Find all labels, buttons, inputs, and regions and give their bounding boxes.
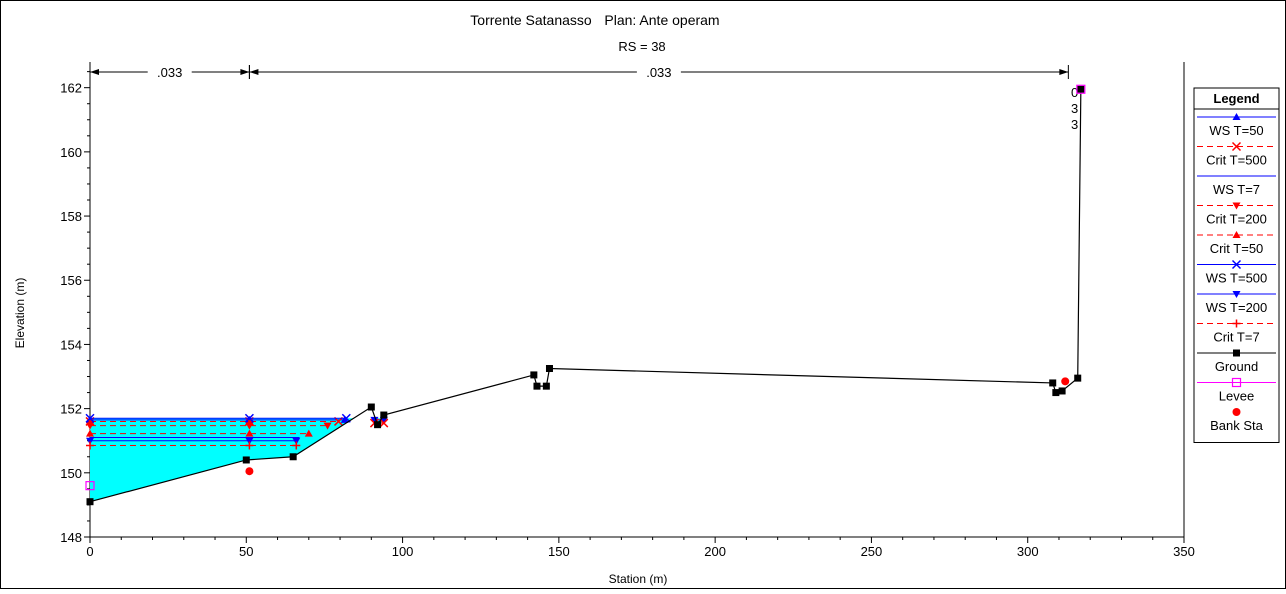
bank-station-marker	[1061, 377, 1070, 386]
series-marker	[304, 429, 313, 437]
series-marker	[333, 416, 344, 426]
x-tick-label: 100	[392, 544, 414, 559]
series-marker	[244, 413, 254, 423]
series-marker	[85, 413, 95, 423]
legend-label: Crit T=50	[1210, 241, 1264, 256]
legend-label: WS T=200	[1206, 300, 1268, 315]
legend-marker	[1232, 113, 1241, 120]
ground-point	[530, 371, 538, 379]
legend-marker	[1231, 259, 1242, 270]
legend-label: Bank Sta	[1210, 418, 1264, 433]
legend-label: WS T=50	[1209, 123, 1263, 138]
mannings-n-label: .033	[646, 65, 671, 80]
chart-title: Torrente Satanasso	[470, 12, 592, 28]
legend-marker	[1232, 231, 1241, 238]
ground-point	[289, 453, 297, 461]
legend-label: Crit T=7	[1213, 330, 1259, 345]
x-tick-label: 350	[1173, 544, 1195, 559]
y-tick-label: 148	[60, 530, 82, 545]
ground-point	[542, 382, 550, 390]
legend-marker	[1231, 377, 1242, 388]
series-marker	[86, 437, 94, 445]
ground-point	[1074, 374, 1082, 382]
series-marker	[292, 441, 301, 450]
legend-title: Legend	[1213, 91, 1259, 106]
plan-label: Plan: Ante operam	[604, 12, 719, 28]
y-tick-label: 152	[60, 402, 82, 417]
mannings-n-label: 0	[1071, 85, 1078, 100]
mannings-arrowhead	[249, 69, 259, 75]
legend-marker	[1232, 291, 1241, 298]
ground-point	[1049, 379, 1057, 387]
legend-marker	[1233, 349, 1240, 357]
legend-label: Crit T=500	[1206, 153, 1267, 168]
ground-point	[86, 498, 94, 506]
legend-label: Levee	[1219, 389, 1254, 404]
series-marker	[323, 422, 332, 430]
ground-point	[545, 365, 553, 373]
mannings-n-label: .033	[157, 65, 182, 80]
chart-subtitle: RS = 38	[618, 39, 665, 54]
x-tick-label: 0	[86, 544, 93, 559]
mannings-arrowhead	[240, 69, 250, 75]
ground-point	[374, 421, 382, 429]
x-tick-label: 150	[548, 544, 570, 559]
y-tick-label: 158	[60, 209, 82, 224]
water-fill	[90, 418, 354, 502]
ground-point	[1058, 387, 1066, 395]
series-marker	[245, 422, 254, 430]
y-tick-label: 156	[60, 273, 82, 288]
mannings-arrowhead	[1059, 69, 1069, 75]
series-marker	[245, 429, 254, 437]
ground-point	[367, 403, 375, 411]
legend-label: Ground	[1215, 359, 1258, 374]
y-axis-label: Elevation (m)	[13, 278, 27, 349]
y-tick-label: 162	[60, 81, 82, 96]
series-marker	[86, 441, 94, 450]
legend-label: WS T=7	[1213, 182, 1260, 197]
levee-marker	[85, 481, 95, 491]
y-tick-label: 160	[60, 145, 82, 160]
series-marker	[245, 441, 254, 450]
x-tick-label: 200	[704, 544, 726, 559]
ground-point	[533, 382, 541, 390]
legend-marker	[1232, 202, 1241, 210]
legend-marker	[1232, 319, 1241, 328]
ground-point	[1077, 85, 1085, 93]
plot-area: 0 50 100 150 200 250 300 350 148 150 152 154 156 158 1…	[60, 62, 1195, 559]
ground-point	[242, 456, 250, 464]
y-tick-label: 150	[60, 466, 82, 481]
mannings-n-label: 3	[1071, 101, 1078, 116]
mannings-n-label: 3	[1071, 117, 1078, 132]
legend-marker	[1231, 141, 1242, 152]
pocket-marker	[370, 416, 379, 424]
legend: Legend WS T=50 Crit T=500 WS T=7 Crit T=200 C…	[1193, 87, 1280, 443]
series-marker	[245, 437, 254, 445]
x-tick-label: 250	[861, 544, 883, 559]
levee-marker	[1076, 84, 1086, 94]
bank-station-marker	[245, 467, 254, 476]
legend-label: WS T=500	[1206, 271, 1268, 286]
legend-label: Crit T=200	[1206, 212, 1267, 227]
mannings-arrowhead	[90, 69, 99, 75]
y-tick-label: 154	[60, 337, 82, 352]
x-tick-label: 50	[239, 544, 253, 559]
series-marker	[86, 422, 94, 430]
legend-marker	[1232, 408, 1241, 416]
x-tick-label: 300	[1017, 544, 1039, 559]
series-marker	[292, 437, 301, 445]
x-axis-label: Station (m)	[609, 572, 668, 586]
series-marker	[86, 429, 94, 437]
ground-point	[380, 411, 388, 419]
ground-point	[1052, 389, 1060, 397]
pocket-marker	[379, 418, 389, 428]
